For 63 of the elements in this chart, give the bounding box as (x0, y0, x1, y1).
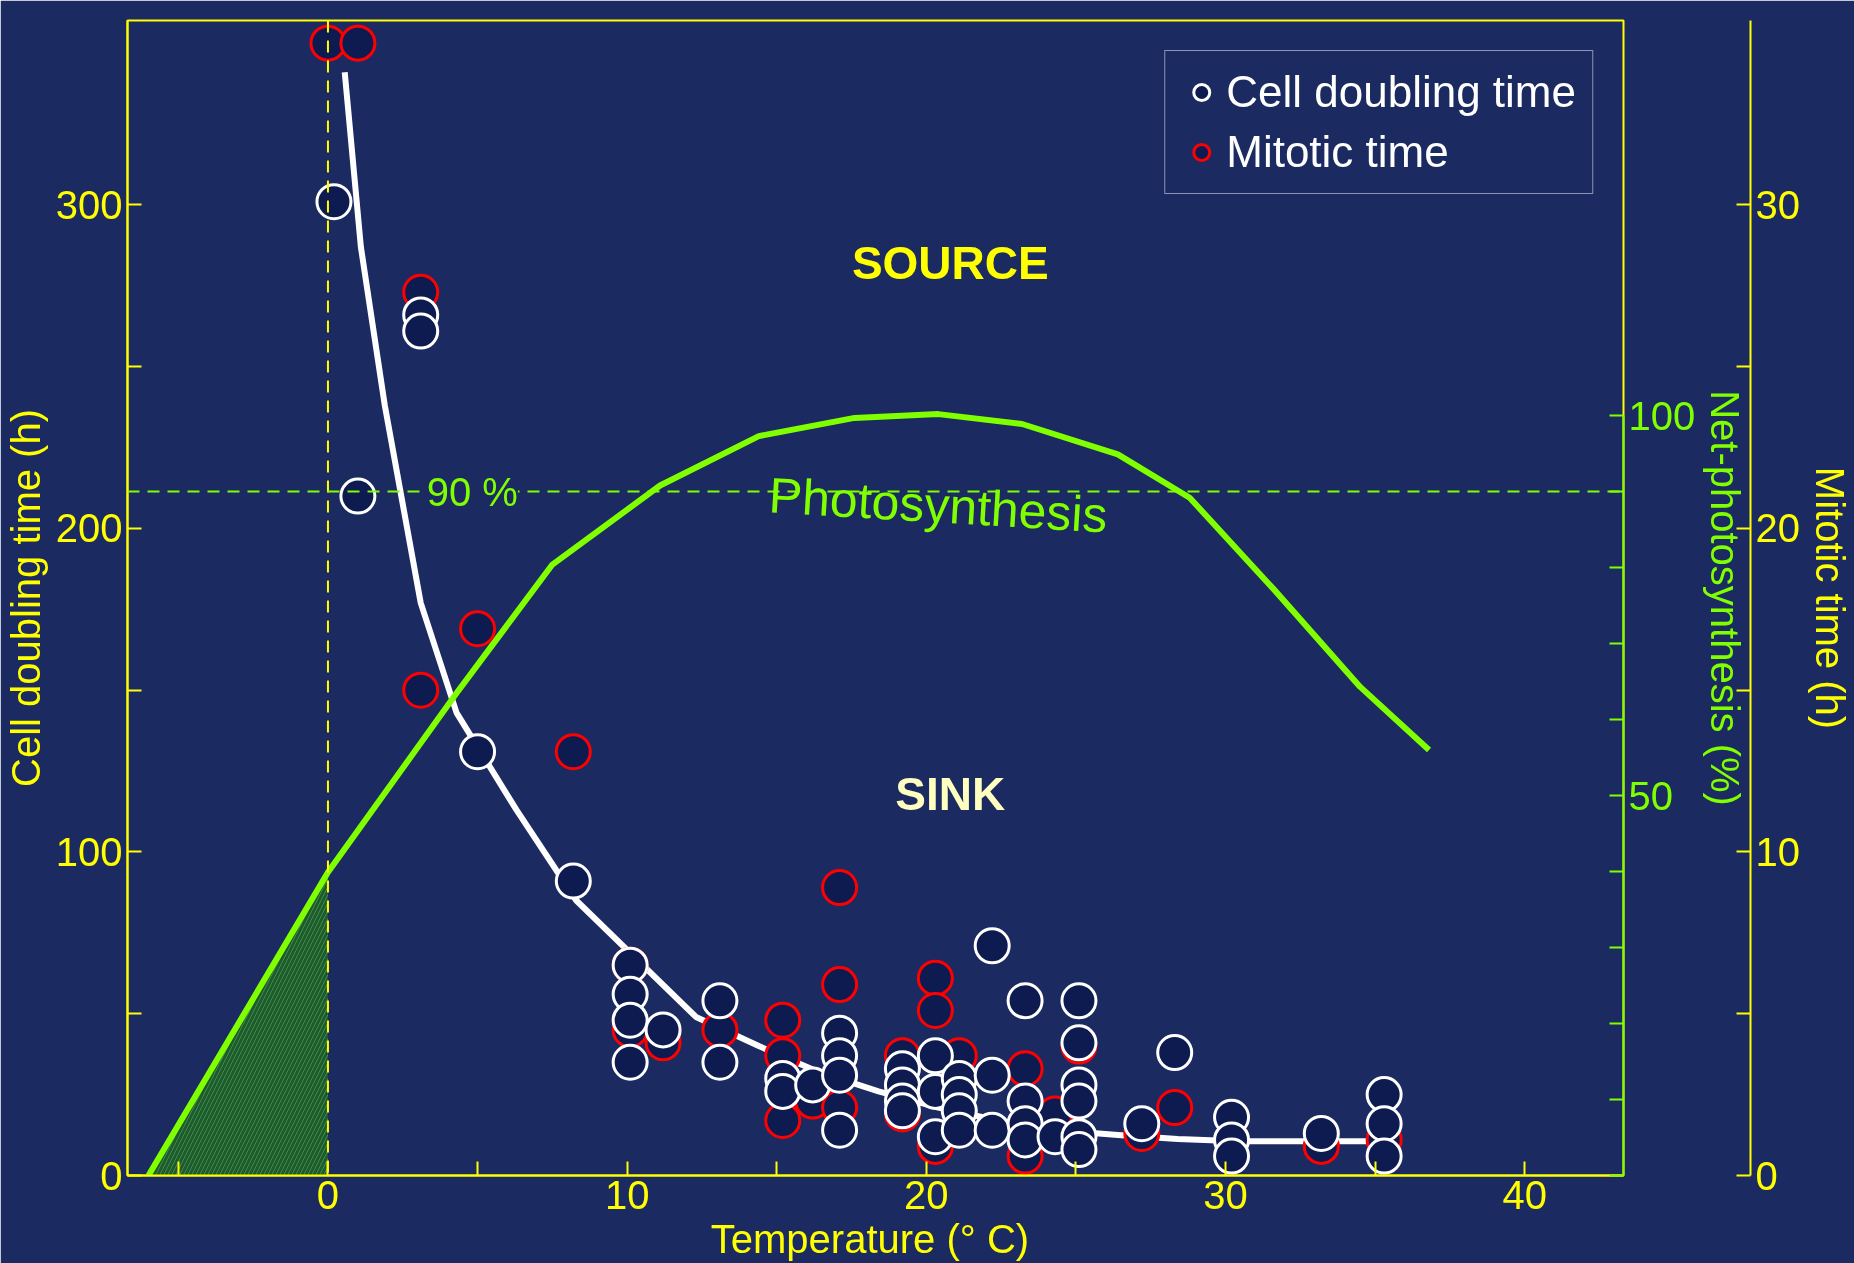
y-axis-title: Cell doubling time (h) (3, 409, 48, 787)
point (821, 1056, 859, 1094)
y2-axis-title: Mitotic time (h) (1807, 466, 1852, 730)
point (554, 862, 592, 900)
y2-tick-label: 20 (1755, 506, 1800, 551)
point (1365, 1105, 1403, 1143)
point (644, 1011, 682, 1049)
point (315, 183, 353, 221)
point (339, 477, 377, 515)
x-axis-title: Temperature (° C) (710, 1216, 1030, 1261)
point (916, 959, 954, 997)
y3-axis-title: Net-photosynthesis (%) (1703, 390, 1748, 806)
point (611, 1043, 649, 1081)
point (1123, 1105, 1161, 1143)
point (611, 1001, 649, 1039)
series-label: Photosynthesis (767, 467, 1110, 544)
point (1302, 1114, 1340, 1152)
point (821, 1111, 859, 1149)
point (764, 1072, 802, 1110)
point (1060, 1082, 1098, 1120)
point (1006, 1050, 1044, 1088)
point (940, 1111, 978, 1149)
point (1060, 982, 1098, 1020)
point (821, 966, 859, 1004)
point (459, 610, 497, 648)
point (1156, 1089, 1194, 1127)
point (1006, 982, 1044, 1020)
point (554, 733, 592, 771)
point (701, 982, 739, 1020)
point (1365, 1137, 1403, 1175)
point (973, 1111, 1011, 1149)
y2-tick-label: 30 (1755, 182, 1800, 227)
point (916, 1037, 954, 1075)
annotation: SOURCE (851, 237, 1049, 290)
annotation: SINK (895, 768, 1006, 821)
point (973, 927, 1011, 965)
point (402, 671, 440, 709)
ref-line-label: 90 % (426, 469, 518, 514)
x-tick-label: 0 (316, 1172, 340, 1217)
y3-tick-label: 100 (1628, 393, 1696, 438)
point (916, 992, 954, 1029)
y3-tick-label: 50 (1628, 773, 1673, 818)
y-tick-label: 200 (55, 506, 123, 551)
x-tick-label: 10 (604, 1172, 650, 1217)
y-tick-label: 300 (55, 182, 123, 227)
y-tick-label: 100 (55, 829, 123, 874)
point (1006, 1121, 1044, 1159)
x-tick-label: 40 (1502, 1172, 1548, 1217)
point (402, 312, 440, 350)
point (701, 1043, 739, 1081)
x-tick-label: 30 (1203, 1172, 1248, 1217)
point (1156, 1034, 1194, 1072)
point (821, 869, 859, 907)
point (1213, 1137, 1251, 1175)
y2-tick-label: 10 (1755, 829, 1800, 874)
x-tick-label: 20 (904, 1172, 949, 1217)
legend-label: Mitotic time (1226, 127, 1449, 177)
point (459, 733, 497, 771)
point (764, 1001, 802, 1039)
point (1060, 1131, 1098, 1169)
point (339, 24, 377, 62)
legend-label: Cell doubling time (1226, 67, 1576, 117)
point (973, 1056, 1011, 1094)
